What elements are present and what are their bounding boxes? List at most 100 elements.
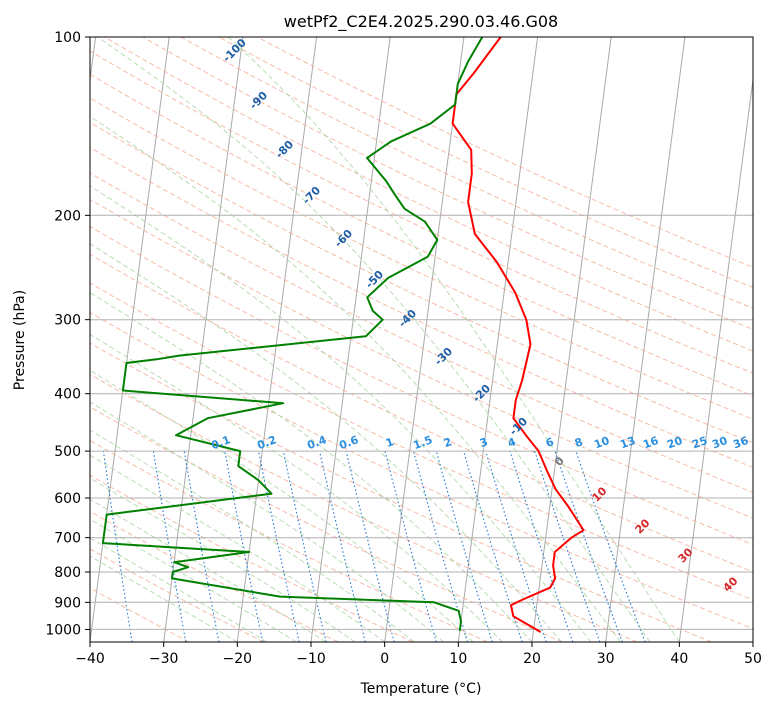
moist-adiabat-line [90, 292, 533, 642]
mixing-ratio-label: 0.4 [305, 433, 328, 452]
dry-adiabat-line [180, 37, 753, 309]
y-tick-label: 900 [54, 595, 81, 611]
moist-adiabat-line [90, 401, 444, 642]
mixing-ratio-line [485, 450, 547, 642]
mixing-ratio-label: 4 [506, 435, 518, 450]
y-axis-label: Pressure (hPa) [12, 290, 28, 390]
dry-adiabat-line [90, 311, 753, 630]
mixing-ratio-label: 36 [731, 434, 750, 452]
moist-adiabat-line [90, 555, 238, 642]
dry-adiabat-line [90, 373, 638, 642]
mixing-ratio-line [102, 451, 133, 642]
isotherm-label: -30 [432, 345, 455, 368]
isotherm-line [384, 37, 465, 642]
isotherm-label: -10 [507, 415, 530, 438]
mixing-ratio-label: 0.1 [209, 433, 232, 452]
y-tick-label: 1000 [45, 622, 81, 638]
x-tick-label: −30 [149, 651, 179, 667]
dry-adiabat-line [90, 121, 753, 444]
x-tick-label: −40 [75, 651, 105, 667]
dry-adiabat-line [90, 587, 190, 642]
moist-adiabat-line [90, 243, 562, 642]
dry-adiabat-line [90, 146, 753, 468]
series-layer [101, 37, 585, 633]
x-tick-label: 0 [380, 651, 389, 667]
y-tick-label: 100 [54, 30, 81, 46]
moist-adiabat-line [90, 477, 356, 642]
mixing-ratio-label: 0.6 [337, 433, 360, 452]
mixing-ratio-label: 0.2 [255, 433, 278, 452]
mixing-ratio-line [258, 450, 300, 642]
y-tick-label: 800 [54, 565, 81, 581]
mixing-ratio-line [509, 450, 574, 642]
mixing-ratio-label: 3 [478, 435, 490, 450]
mixing-ratio-line [183, 451, 220, 642]
x-tick-label: 10 [449, 651, 467, 667]
isotherm-line [605, 37, 686, 642]
isotherm-line [236, 37, 318, 642]
dry-adiabat-line [142, 37, 753, 330]
isotherm-label: 40 [721, 574, 741, 594]
plot-area: -100-90-80-70-60-50-40-30-20-10010203040… [90, 37, 753, 642]
mixing-ratio-line [318, 450, 366, 642]
dry-adiabat-line [90, 172, 753, 493]
dewpoint-profile-line [101, 37, 484, 631]
y-tick-label: 200 [54, 208, 81, 224]
mixing-ratio-line [224, 450, 264, 642]
mixing-ratio-label: 25 [690, 434, 709, 451]
mixing-ratio-line [463, 450, 523, 642]
mixing-ratio-label: 1 [384, 435, 396, 450]
mixing-ratio-label: 10 [592, 434, 611, 452]
x-tick-label: −10 [296, 651, 326, 667]
moist-adiabat-line [227, 37, 680, 642]
isotherm-line [163, 37, 244, 642]
dry-adiabat-line [218, 37, 753, 289]
x-axis-label: Temperature (°C) [360, 681, 482, 697]
isotherm-line [531, 37, 612, 642]
x-tick-label: 50 [744, 651, 762, 667]
moist-adiabat-line [90, 185, 592, 642]
mixing-ratio-label: 2 [442, 435, 454, 450]
dry-adiabat-line [90, 225, 753, 546]
x-axis-ticks: −40 −30 −20 −10 0 10 20 30 40 50 [75, 642, 762, 667]
mixing-ratio-line [384, 450, 437, 642]
mixing-ratio-label: 13 [618, 434, 637, 451]
mixing-ratio-label: 30 [710, 434, 729, 452]
x-tick-label: 40 [670, 651, 688, 667]
isotherm-label: -60 [332, 227, 355, 250]
dry-adiabat-line [90, 548, 264, 642]
chart-title: wetPf2_C2E4.2025.290.03.46.G08 [284, 12, 558, 32]
temperature-profile-line [451, 37, 585, 633]
isotherm-line [90, 37, 97, 84]
dry-adiabat-line [90, 253, 753, 573]
isotherm-label: 20 [633, 516, 653, 536]
mixing-ratio-line [282, 450, 327, 642]
dry-adiabat-line [90, 406, 563, 642]
moist-adiabat-line [90, 518, 297, 642]
mixing-ratio-line [554, 450, 623, 642]
x-tick-label: 30 [597, 651, 615, 667]
y-axis-ticks: 100 200 300 400 500 600 700 800 900 1000 [45, 30, 90, 638]
mixing-ratio-line [534, 450, 601, 642]
moist-adiabat-line [90, 115, 621, 642]
dry-adiabat-line [90, 198, 753, 519]
dry-adiabat-line [104, 37, 753, 352]
x-tick-label: 20 [523, 651, 541, 667]
y-tick-label: 600 [54, 491, 81, 507]
isotherm-label: 10 [590, 484, 610, 504]
y-tick-label: 500 [54, 444, 81, 460]
dry-adiabat-line [90, 50, 753, 374]
mixing-ratio-label: 6 [544, 435, 556, 450]
isotherm-line [752, 638, 753, 642]
y-tick-label: 300 [54, 313, 81, 329]
isotherm-label: -50 [363, 268, 386, 291]
mixing-ratio-label: 8 [573, 435, 585, 450]
mixing-ratio-label: 16 [641, 434, 660, 452]
mixing-ratio-line [435, 450, 493, 642]
moist-adiabat-line [90, 537, 268, 642]
isotherm-line [90, 37, 170, 642]
moist-adiabat-line [97, 37, 651, 642]
dry-adiabat-line [90, 73, 753, 397]
isotherm-line [457, 37, 539, 642]
dry-adiabat-line [90, 97, 753, 420]
